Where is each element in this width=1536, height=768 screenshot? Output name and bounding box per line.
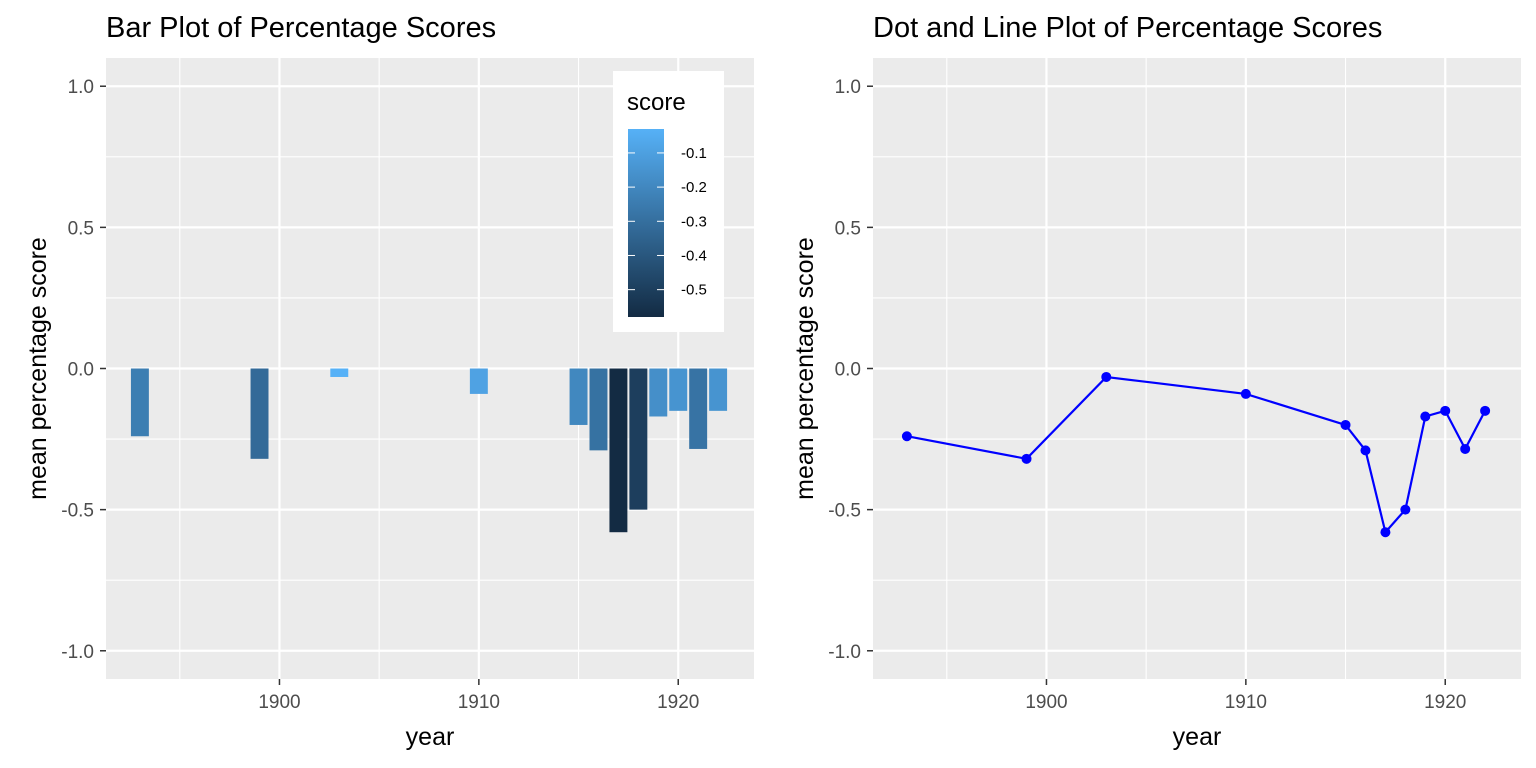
y-tick-label: 0.0 xyxy=(835,360,861,381)
y-tick-label: 1.0 xyxy=(835,77,861,98)
bar-1910 xyxy=(469,368,488,394)
y-axis-title: mean percentage score xyxy=(791,237,819,500)
x-axis-title: year xyxy=(406,723,455,751)
line-chart-panel: 1.0 0.5 0.0 -0.5 -1.0 1900 1910 1920 Dot and Lin… xyxy=(791,12,1521,751)
series-line xyxy=(906,375,1487,535)
bar-1903 xyxy=(330,368,349,377)
line-series xyxy=(901,371,1491,538)
y-tick-label: 0.5 xyxy=(68,218,94,239)
bar-chart-panel: 1.0 0.5 0.0 -0.5 -1.0 1900 1910 1920 Bar Plot of… xyxy=(24,12,754,751)
chart-title: Bar Plot of Percentage Scores xyxy=(106,12,496,44)
bar-1920 xyxy=(669,368,688,411)
bar-1917 xyxy=(609,368,628,533)
y-tick-label: 0.5 xyxy=(835,218,861,239)
legend-label: -0.5 xyxy=(681,282,707,299)
bar-1899 xyxy=(250,368,269,459)
x-tick-label: 1910 xyxy=(1225,692,1267,713)
bar-1922 xyxy=(709,368,728,411)
legend: score -0.1 -0.2 -0.3 -0.4 -0.5 xyxy=(613,71,724,332)
x-axis-title: year xyxy=(1173,723,1222,751)
y-axis-title: mean percentage score xyxy=(24,237,52,500)
y-tick-label: -0.5 xyxy=(828,501,861,522)
legend-label: -0.1 xyxy=(681,145,707,162)
bar-1918 xyxy=(629,368,648,510)
legend-label: -0.2 xyxy=(681,179,707,196)
point-1918 xyxy=(1400,504,1411,515)
point-1903 xyxy=(1101,371,1112,382)
point-1916 xyxy=(1360,445,1371,456)
point-1922 xyxy=(1480,405,1491,416)
x-tick-label: 1920 xyxy=(657,692,699,713)
bar-1916 xyxy=(589,368,608,451)
y-tick-label: -1.0 xyxy=(828,642,861,663)
point-1893 xyxy=(901,431,912,442)
bars-group xyxy=(130,368,728,533)
point-1919 xyxy=(1420,411,1431,422)
legend-label: -0.4 xyxy=(681,247,707,264)
legend-label: -0.3 xyxy=(681,213,707,230)
point-1920 xyxy=(1440,405,1451,416)
chart-title: Dot and Line Plot of Percentage Scores xyxy=(873,12,1382,44)
bar-1893 xyxy=(130,368,149,437)
point-1921 xyxy=(1460,443,1471,454)
bar-1921 xyxy=(689,368,708,449)
point-1899 xyxy=(1021,453,1032,464)
point-1910 xyxy=(1240,388,1251,399)
bar-1919 xyxy=(649,368,668,417)
point-1915 xyxy=(1340,419,1351,430)
bar-1915 xyxy=(569,368,588,425)
legend-title: score xyxy=(627,89,686,116)
y-tick-label: 0.0 xyxy=(68,360,94,381)
x-tick-label: 1900 xyxy=(1025,692,1067,713)
x-tick-label: 1920 xyxy=(1424,692,1466,713)
legend-colorbar xyxy=(628,129,664,317)
x-tick-label: 1910 xyxy=(458,692,500,713)
y-tick-label: -0.5 xyxy=(61,501,94,522)
y-tick-label: 1.0 xyxy=(68,77,94,98)
point-1917 xyxy=(1380,527,1391,538)
y-tick-label: -1.0 xyxy=(61,642,94,663)
x-tick-label: 1900 xyxy=(258,692,300,713)
